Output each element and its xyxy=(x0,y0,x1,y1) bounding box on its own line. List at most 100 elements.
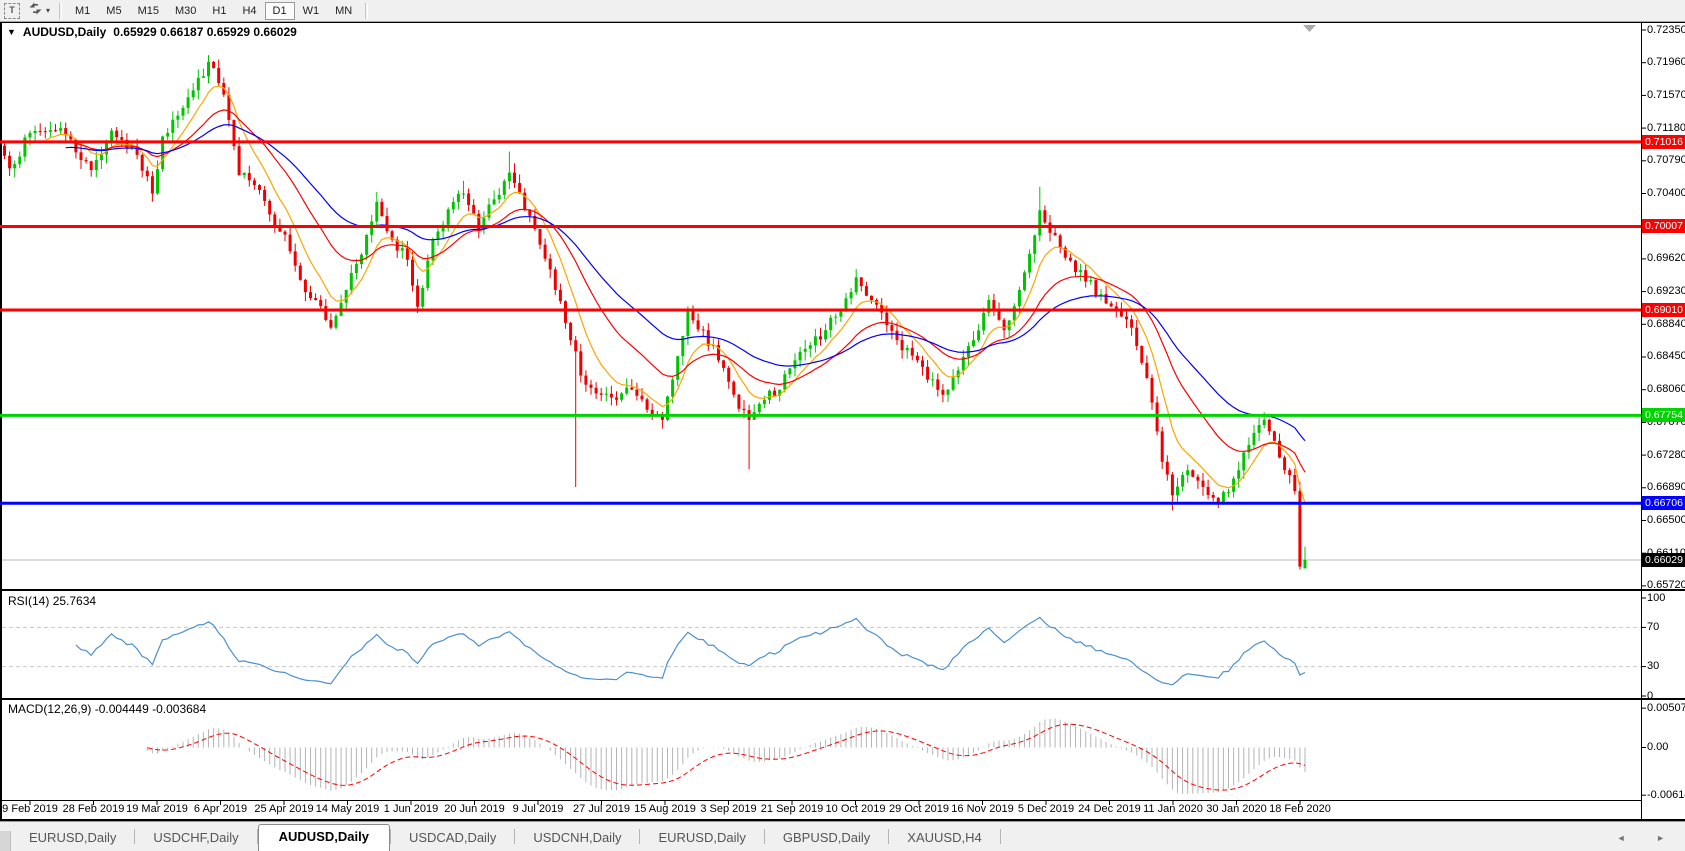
macd-axis-label: 0.005076 xyxy=(1647,701,1685,714)
tab-eurusd-daily[interactable]: EURUSD,Daily xyxy=(29,830,117,845)
hline-price-badge: 0.71016 xyxy=(1642,134,1685,149)
price-axis-label: 0.68060 xyxy=(1647,383,1685,396)
macd-name: MACD(12,26,9) xyxy=(8,702,92,716)
tab-gbpusd-daily[interactable]: GBPUSD,Daily xyxy=(782,830,871,845)
expand-arrow-icon[interactable]: ▼ xyxy=(7,27,16,37)
moving-average-21 xyxy=(65,109,1306,473)
price-axis-label: 0.69230 xyxy=(1647,285,1685,298)
tab-separator xyxy=(999,829,1001,844)
date-axis-label: 21 Sep 2019 xyxy=(760,803,824,815)
tab-audusd-daily[interactable]: AUDUSD,Daily xyxy=(257,824,390,851)
rsi-current-value: 25.7634 xyxy=(52,594,97,608)
date-axis-label: 24 Dec 2019 xyxy=(1078,803,1141,815)
tab-separator xyxy=(134,829,136,844)
chart-symbol-label: AUDUSD,Daily xyxy=(22,25,107,39)
date-axis-label: 28 Feb 2019 xyxy=(62,803,125,815)
timeframe-button-mn[interactable]: MN xyxy=(335,4,353,17)
tab-usdcad-daily[interactable]: USDCAD,Daily xyxy=(408,830,497,845)
macd-current-values: -0.004449 -0.003684 xyxy=(94,702,207,716)
date-axis-label: 18 Feb 2020 xyxy=(1269,803,1331,815)
date-axis-label: 9 Feb 2019 xyxy=(2,803,58,815)
symbols-dropdown-button[interactable]: ▾ xyxy=(24,2,54,20)
date-axis-label: 6 Apr 2019 xyxy=(193,803,248,815)
tab-separator xyxy=(256,829,258,844)
price-axis-label: 0.66890 xyxy=(1647,481,1685,494)
date-axis-label: 1 Jun 2019 xyxy=(383,803,439,815)
date-axis-label: 14 May 2019 xyxy=(315,803,380,815)
price-axis-label: 0.71960 xyxy=(1647,56,1685,69)
date-axis-label: 16 Nov 2019 xyxy=(951,803,1014,815)
hline-price-badge: 0.70007 xyxy=(1642,219,1685,234)
timeframe-button-h4[interactable]: H4 xyxy=(242,4,257,17)
macd-axis-label: -0.006148 xyxy=(1647,788,1685,801)
chevron-down-icon: ▾ xyxy=(46,6,51,15)
tabbar-edge xyxy=(0,831,11,851)
timeframe-button-d1[interactable]: D1 xyxy=(264,1,295,20)
price-axis-label: 0.72350 xyxy=(1647,23,1685,36)
price-axis-label: 0.70400 xyxy=(1647,186,1685,199)
tab-xauusd-h4[interactable]: XAUUSD,H4 xyxy=(907,830,982,845)
date-axis-label: 29 Oct 2019 xyxy=(889,803,949,815)
diagonal-arrows-icon xyxy=(28,1,43,21)
tab-separator xyxy=(888,829,890,844)
timeframe-button-m5[interactable]: M5 xyxy=(106,4,122,17)
tab-separator xyxy=(763,829,765,844)
hline-price-badge: 0.66706 xyxy=(1642,496,1685,511)
hline-price-badge: 0.69010 xyxy=(1642,303,1685,318)
text-tool-button[interactable]: T xyxy=(0,2,24,20)
date-axis-label: 20 Jun 2019 xyxy=(444,803,505,815)
macd-indicator-label: MACD(12,26,9) -0.004449 -0.003684 xyxy=(8,702,206,716)
tab-separator xyxy=(514,829,516,844)
price-axis-label: 0.69620 xyxy=(1647,252,1685,265)
timeframe-button-m1[interactable]: M1 xyxy=(75,4,91,17)
price-axis-label: 0.68450 xyxy=(1647,350,1685,363)
date-axis-label: 10 Oct 2019 xyxy=(825,803,886,815)
date-axis-label: 9 Jul 2019 xyxy=(512,803,564,815)
rsi-axis-label: 0 xyxy=(1647,689,1654,702)
timeframe-button-m15[interactable]: M15 xyxy=(137,4,159,17)
price-axis-label: 0.70790 xyxy=(1647,154,1685,167)
tab-separator xyxy=(389,829,391,844)
timeframe-button-m30[interactable]: M30 xyxy=(174,4,197,17)
price-axis-label: 0.71570 xyxy=(1647,88,1685,101)
date-axis-label: 11 Jan 2020 xyxy=(1143,803,1203,815)
timeframe-button-group: M1 M5 M15 M30 H1 H4 D1 W1 MN xyxy=(67,1,360,20)
date-axis-label: 19 Mar 2019 xyxy=(126,803,188,815)
price-axis-label: 0.66500 xyxy=(1647,513,1685,526)
timeframe-button-h1[interactable]: H1 xyxy=(212,4,227,17)
rsi-name: RSI(14) xyxy=(8,594,50,608)
chart-shift-marker xyxy=(1303,25,1316,32)
date-axis-label: 25 Apr 2019 xyxy=(254,803,314,815)
tab-scroll-arrows[interactable]: ◄ ► xyxy=(1616,833,1679,843)
moving-average-40 xyxy=(65,124,1306,442)
rsi-axis-label: 100 xyxy=(1647,591,1666,604)
date-axis-label: 3 Sep 2019 xyxy=(700,803,757,815)
chart-ohlc-values: 0.65929 0.66187 0.65929 0.66029 xyxy=(113,25,297,39)
date-axis-label: 27 Jul 2019 xyxy=(573,803,630,815)
macd-axis-label: 0.00 xyxy=(1647,741,1669,753)
symbol-tab-bar: EURUSD,Daily USDCHF,Daily AUDUSD,Daily USDC… xyxy=(0,821,1685,851)
price-axis-label: 0.65720 xyxy=(1647,579,1685,592)
rsi-indicator-label: RSI(14) 25.7634 xyxy=(8,594,96,608)
text-tool-icon: T xyxy=(4,2,20,19)
tab-usdchf-daily[interactable]: USDCHF,Daily xyxy=(153,830,239,845)
timeframe-button-w1[interactable]: W1 xyxy=(302,4,320,17)
hline-price-badge: 0.67754 xyxy=(1642,408,1685,423)
tab-separator xyxy=(639,829,641,844)
rsi-axis-label: 30 xyxy=(1647,660,1660,673)
date-axis-label: 30 Jan 2020 xyxy=(1206,803,1267,815)
moving-average-8 xyxy=(45,85,1306,504)
tab-usdcnh-daily[interactable]: USDCNH,Daily xyxy=(533,830,622,845)
current-price-badge: 0.66029 xyxy=(1642,552,1685,567)
price-axis-label: 0.71180 xyxy=(1647,121,1685,134)
date-axis-label: 15 Aug 2019 xyxy=(634,803,696,815)
price-axis-label: 0.67280 xyxy=(1647,448,1685,461)
toolbar-separator xyxy=(59,2,63,19)
rsi-line xyxy=(75,616,1306,686)
date-axis-label: 5 Dec 2019 xyxy=(1017,803,1075,815)
tab-eurusd-daily[interactable]: EURUSD,Daily xyxy=(658,830,746,845)
price-axis-label: 0.68840 xyxy=(1647,317,1685,330)
toolbar-separator xyxy=(365,2,369,19)
rsi-axis-label: 70 xyxy=(1647,620,1660,633)
